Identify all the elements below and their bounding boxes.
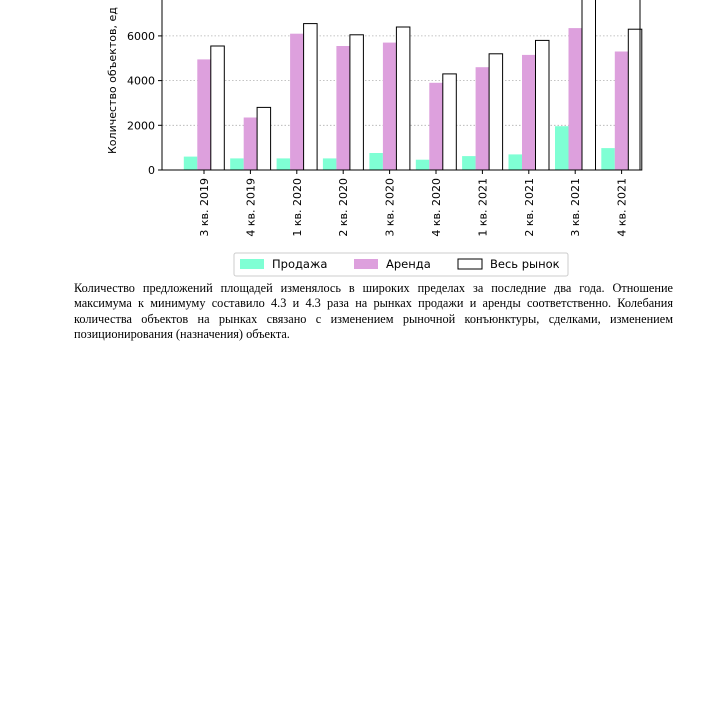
x-tick-label: 4 кв. 2020 <box>430 178 443 237</box>
y-tick-label: 0 <box>148 164 155 177</box>
x-tick-label: 4 кв. 2021 <box>616 178 629 237</box>
bar-prodazha <box>276 158 291 170</box>
bar-ves-rynok <box>395 26 411 171</box>
bar-arenda <box>522 54 536 170</box>
bar-arenda <box>382 42 397 170</box>
y-tick-label: 2000 <box>127 119 155 132</box>
bar-prodazha <box>601 148 615 170</box>
bar-prodazha <box>183 156 198 170</box>
bar-ves-rynok <box>210 45 225 171</box>
bar-prodazha <box>230 158 244 170</box>
x-tick-label: 3 кв. 2021 <box>569 178 582 237</box>
x-tick-label: 4 кв. 2019 <box>244 178 257 237</box>
bar-ves-rynok <box>442 73 457 171</box>
bar-arenda <box>336 46 350 170</box>
bars-group <box>183 0 643 171</box>
legend-swatch <box>457 258 483 270</box>
x-tick-label: 1 кв. 2020 <box>291 178 304 237</box>
x-tick-label: 3 кв. 2019 <box>198 178 211 237</box>
bar-prodazha <box>369 153 383 170</box>
bar-prodazha <box>555 126 569 170</box>
bar-prodazha <box>415 159 430 170</box>
axes <box>161 0 641 171</box>
x-ticks: 3 кв. 2019 4 кв. 2019 1 кв. 2020 2 кв. 2020… <box>198 170 629 237</box>
x-tick-label: 2 кв. 2020 <box>337 178 350 237</box>
x-tick-label: 1 кв. 2021 <box>476 178 489 237</box>
bar-ves-rynok <box>535 39 550 171</box>
y-tick-label: 6000 <box>127 30 155 43</box>
legend-swatch <box>240 259 264 269</box>
legend-label: Весь рынок <box>490 257 560 271</box>
bar-arenda <box>568 28 582 170</box>
bar-arenda <box>290 33 304 171</box>
bar-arenda <box>614 51 629 170</box>
bar-chart: 0 2000 4000 6000 3 кв. 2019 4 кв. 2019 1 кв. … <box>106 0 643 277</box>
bar-arenda <box>475 67 490 170</box>
bar-prodazha <box>462 156 476 170</box>
bar-arenda <box>243 117 258 170</box>
legend-label: Аренда <box>386 257 431 271</box>
legend-box <box>233 252 569 277</box>
bar-prodazha <box>508 154 522 170</box>
caption-text: Количество предложений площадей изменяло… <box>74 281 673 341</box>
bar-arenda <box>197 59 211 170</box>
bar-ves-rynok <box>256 106 272 171</box>
legend: Продажа Аренда Весь рынок <box>233 252 569 277</box>
y-ticks: 0 2000 4000 6000 <box>127 30 162 177</box>
bar-prodazha <box>322 158 337 170</box>
x-tick-label: 2 кв. 2021 <box>523 178 536 237</box>
legend-label: Продажа <box>272 257 327 271</box>
bar-ves-rynok <box>349 34 364 171</box>
bar-arenda <box>429 82 443 170</box>
bar-ves-rynok <box>488 53 504 171</box>
bar-ves-rynok <box>581 0 596 171</box>
y-axis-label: Количество объектов, ед <box>106 7 119 154</box>
bar-ves-rynok <box>303 23 318 171</box>
legend-swatch <box>354 259 378 269</box>
y-tick-label: 4000 <box>127 75 155 88</box>
x-tick-label: 3 кв. 2020 <box>384 178 397 237</box>
